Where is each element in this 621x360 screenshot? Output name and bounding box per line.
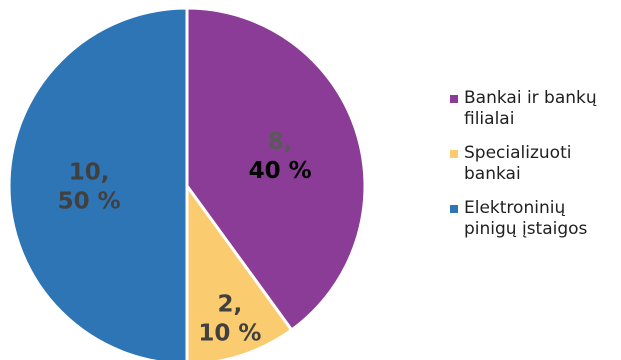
chart-legend: Bankai ir bankų filialai Specializuoti b…: [450, 88, 604, 253]
legend-swatch: [450, 95, 458, 103]
data-label-line: 10 %: [198, 321, 261, 347]
data-label-line: 50 %: [58, 189, 121, 215]
pie-chart: 8, 40 % 2, 10 % 10, 50 %: [7, 6, 367, 360]
data-label-line: 10,: [69, 160, 110, 186]
data-label-line: 8,: [268, 129, 293, 155]
data-label-line: 2,: [218, 292, 243, 318]
data-label-0: 8, 40 %: [249, 129, 312, 184]
pie-slice-1: [185, 181, 294, 360]
pie-slice-2: [7, 6, 189, 360]
pie-slices: [7, 6, 367, 360]
data-label-2: 10, 50 %: [58, 160, 121, 215]
legend-item-specializuoti: Specializuoti bankai: [450, 143, 604, 185]
data-label-line: 40 %: [249, 158, 312, 184]
legend-swatch: [450, 205, 458, 213]
pie-data-labels: 8, 40 % 2, 10 % 10, 50 %: [58, 129, 312, 346]
legend-label: Elektroninių pinigų įstaigos: [464, 198, 588, 239]
data-label-1: 2, 10 %: [198, 292, 261, 347]
legend-label: Specializuoti bankai: [464, 143, 572, 184]
legend-item-bankai: Bankai ir bankų filialai: [450, 88, 604, 130]
legend-swatch: [450, 150, 458, 158]
legend-item-elektroniniu: Elektroninių pinigų įstaigos: [450, 198, 604, 240]
pie-slice-0: [185, 6, 367, 333]
legend-label: Bankai ir bankų filialai: [464, 88, 597, 129]
